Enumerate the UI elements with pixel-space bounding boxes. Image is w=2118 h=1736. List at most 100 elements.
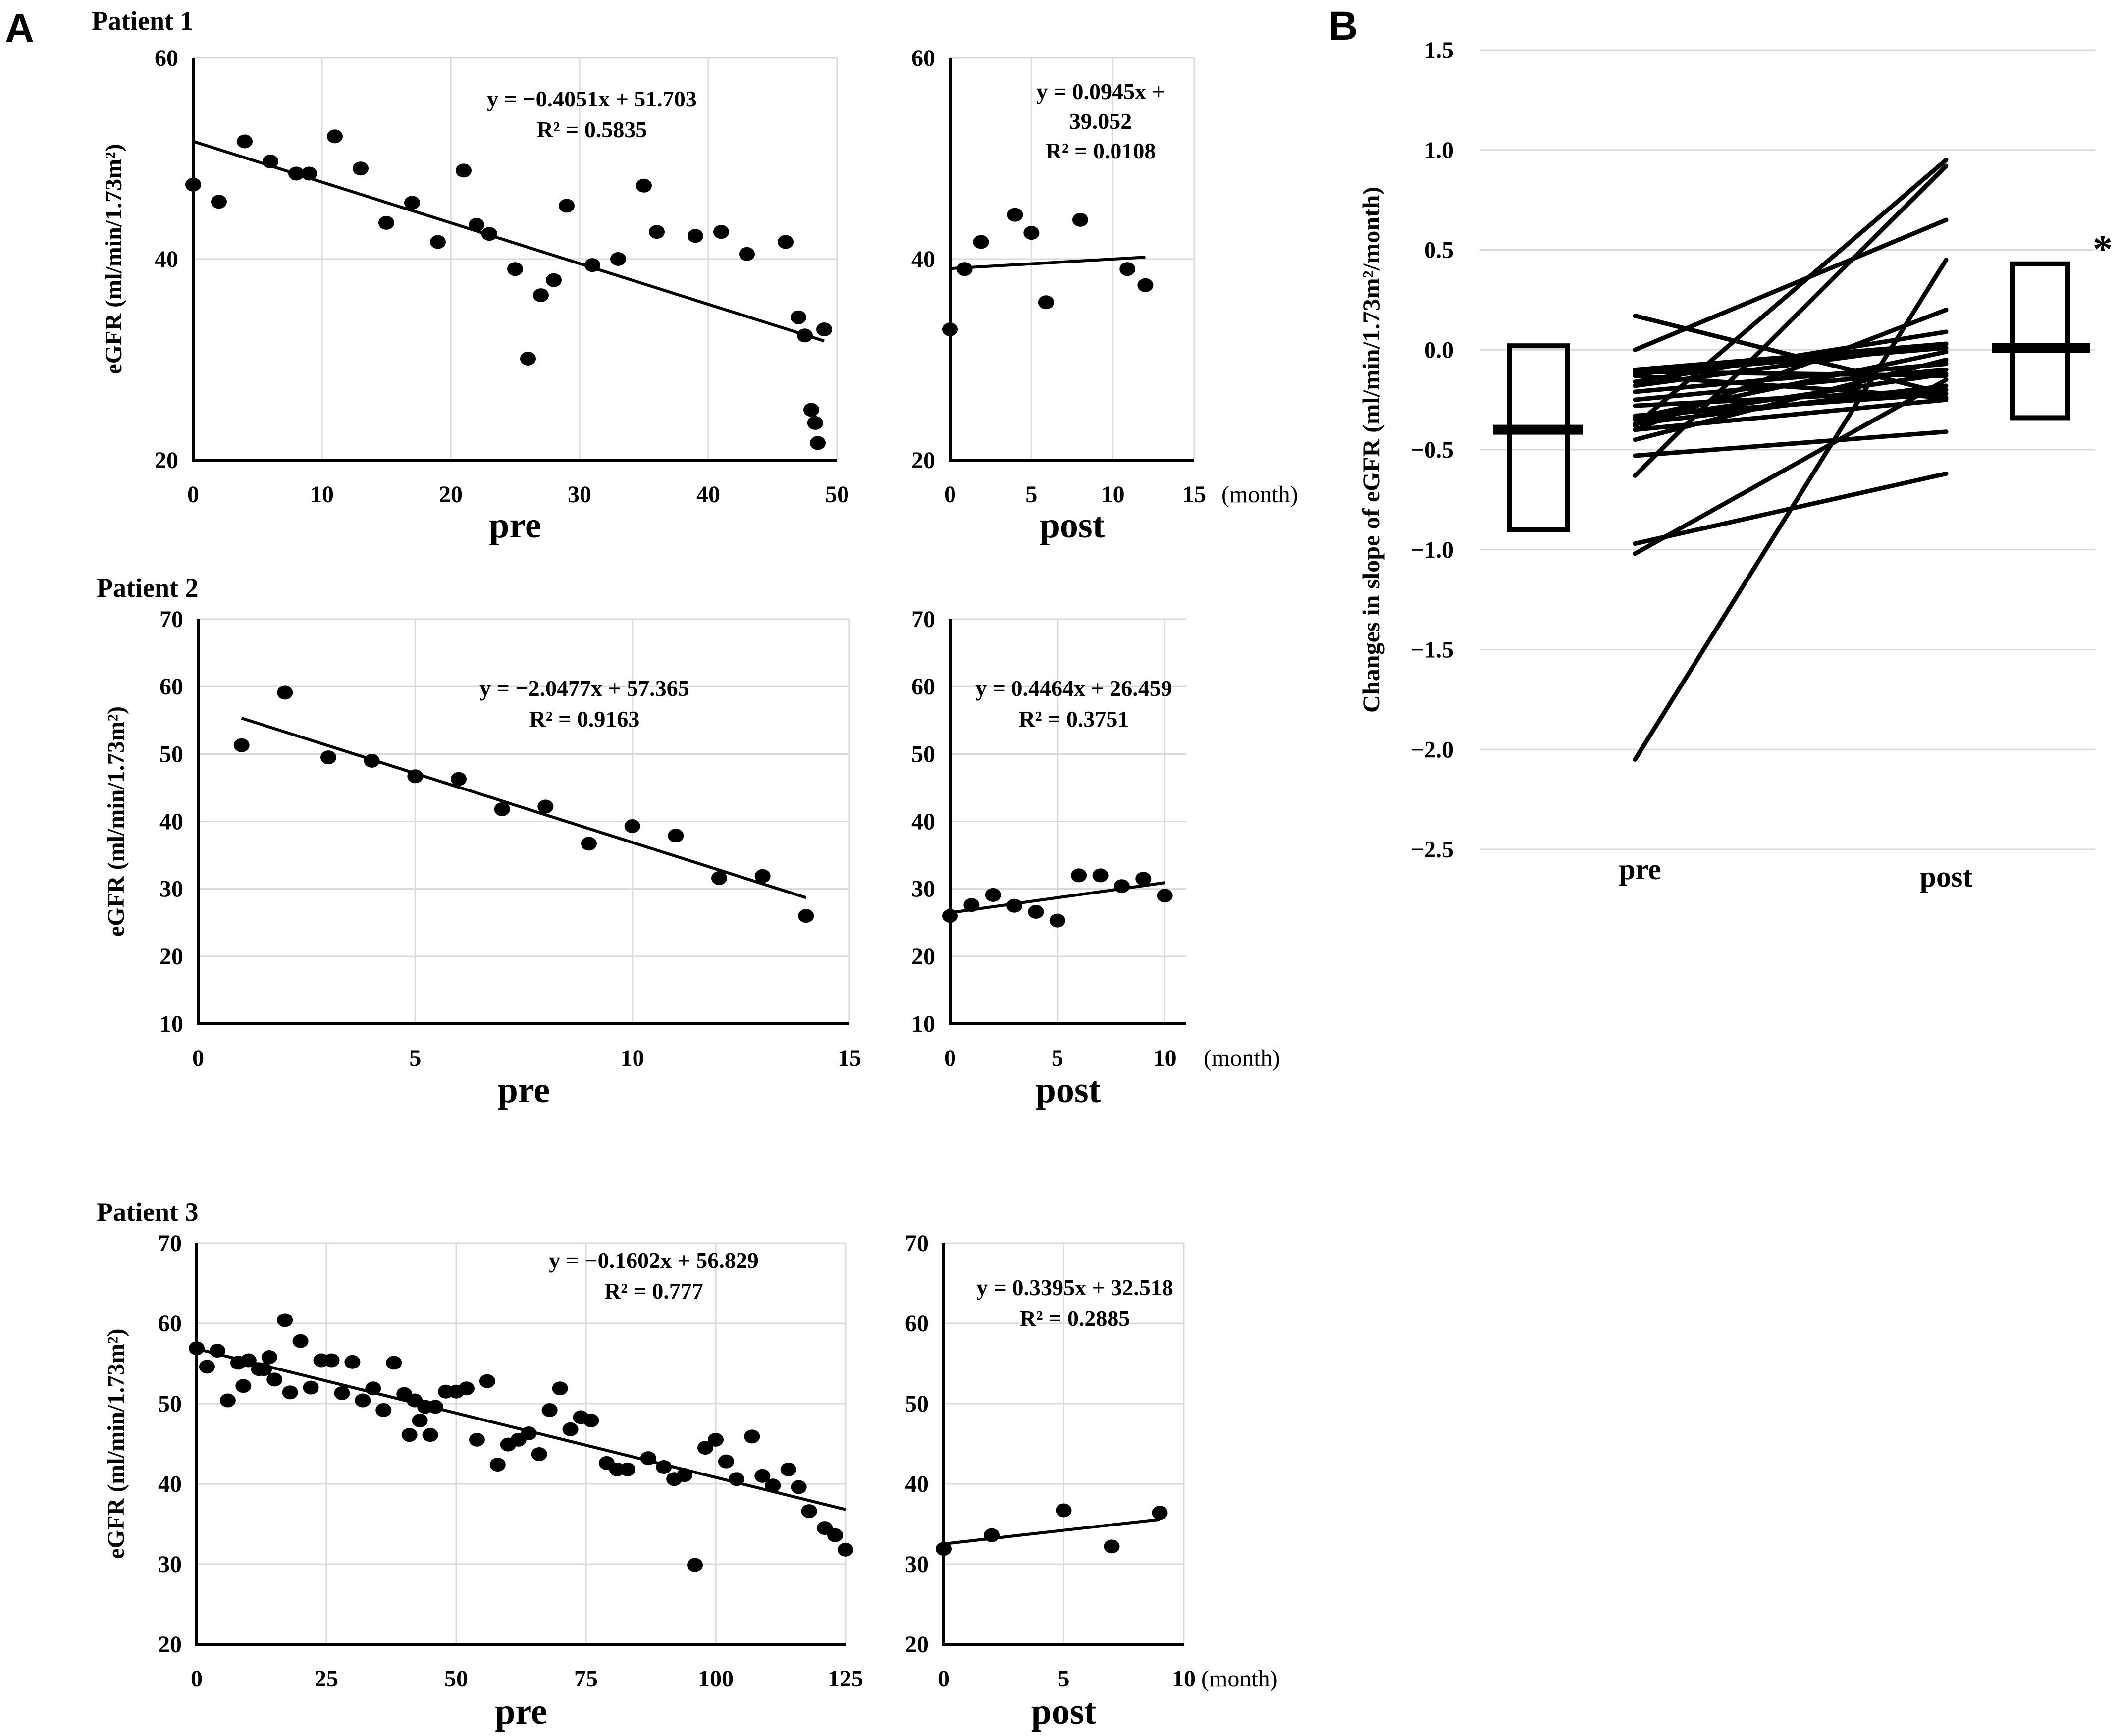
y-tick-label: 0.0 <box>1424 337 1454 363</box>
data-point <box>541 1403 558 1417</box>
data-point <box>744 1429 760 1444</box>
r-squared-label: R² = 0.9163 <box>530 706 640 732</box>
data-point <box>1072 212 1088 227</box>
data-point <box>780 1462 796 1476</box>
x-tick-label: 10 <box>1153 1045 1177 1071</box>
x-tick-label: 75 <box>574 1666 598 1692</box>
data-point <box>1028 904 1044 919</box>
trend-line <box>950 256 1146 270</box>
patient-slope-line <box>1633 429 1949 458</box>
y-tick-label: 60 <box>911 674 935 700</box>
data-point <box>1056 1503 1072 1518</box>
y-tick-label: 50 <box>911 741 935 767</box>
y-tick-label: −1.0 <box>1411 537 1454 563</box>
y-tick-label: 60 <box>911 45 935 71</box>
trend-line <box>196 1347 846 1511</box>
data-point <box>469 1432 485 1447</box>
data-point <box>378 215 394 230</box>
data-point <box>292 1334 309 1348</box>
x-tick-label: 15 <box>838 1045 861 1071</box>
data-point <box>1119 262 1136 276</box>
data-point <box>778 235 794 249</box>
data-point <box>430 235 446 249</box>
data-point <box>581 837 597 851</box>
y-axis-label: Changes in slope of eGFR (ml/min/1.73m²/… <box>1357 187 1385 713</box>
x-tick-label: 0 <box>944 1045 956 1071</box>
y-tick-label: 70 <box>159 606 183 632</box>
chart-patient3-post: 20 30 40 50 60 70 0 5 10 y = 0.3395x + 32.518 R² =… <box>905 1230 1278 1732</box>
x-category-label: pre <box>1619 853 1661 886</box>
trend-equation: y = 0.3395x + 32.518 <box>976 1275 1173 1300</box>
data-point <box>401 1428 418 1442</box>
trend-equation: y = −2.0477x + 57.365 <box>479 676 689 701</box>
data-point <box>718 1454 734 1469</box>
r-squared-label: R² = 0.3751 <box>1019 706 1129 732</box>
axis-lines <box>192 58 837 462</box>
x-tick-label: 10 <box>1101 481 1125 508</box>
data-point <box>636 178 652 193</box>
data-point <box>942 322 958 337</box>
x-unit-label: (month) <box>1221 481 1298 508</box>
y-tick-label: 40 <box>905 1471 929 1497</box>
y-tick-label: 60 <box>159 674 183 700</box>
trend-line <box>193 140 825 343</box>
axis-lines <box>195 1243 846 1646</box>
data-point <box>353 161 369 176</box>
data-point <box>713 225 729 239</box>
axis-lines <box>949 58 1194 462</box>
data-point <box>303 1380 319 1395</box>
data-point <box>668 829 684 843</box>
y-tick-label: 70 <box>911 606 935 632</box>
data-point <box>185 177 201 192</box>
data-point <box>649 225 665 239</box>
data-point <box>1157 889 1173 903</box>
patient-slope-line <box>1633 471 1949 546</box>
patient-slope-line <box>1633 308 1949 432</box>
x-tick-label: 0 <box>187 481 199 508</box>
data-point <box>404 196 420 210</box>
y-tick-label: 60 <box>155 45 178 71</box>
data-point <box>458 1381 475 1396</box>
data-point <box>973 235 989 249</box>
data-point <box>1071 868 1087 883</box>
y-axis-label: eGFR (ml/min/1.73m²) <box>101 144 127 374</box>
y-axis-label: eGFR (ml/min/1.73m²) <box>103 1329 129 1559</box>
x-tick-label: 100 <box>698 1666 734 1692</box>
data-point <box>282 1385 298 1400</box>
data-point <box>552 1381 568 1396</box>
patient-slope-line <box>1633 314 1949 396</box>
chart-patient1-post: 20 40 60 0 5 10 15 y = 0.0945x + 39.052 R² = 0.01… <box>911 45 1298 546</box>
x-tick-label: 30 <box>568 481 591 508</box>
y-tick-label: 10 <box>159 1011 183 1037</box>
x-tick-label: 25 <box>315 1666 338 1692</box>
data-point <box>807 416 823 430</box>
y-tick-label: 70 <box>158 1230 182 1257</box>
y-tick-label: 20 <box>158 1631 182 1658</box>
x-tick-label: 10 <box>310 481 334 508</box>
trend-line <box>241 717 807 899</box>
data-point <box>739 247 755 261</box>
y-tick-label: −1.5 <box>1411 637 1454 663</box>
data-point <box>1135 872 1152 886</box>
data-point <box>754 869 771 883</box>
trend-line <box>943 1518 1160 1546</box>
data-point <box>791 310 806 324</box>
data-point <box>1092 868 1109 883</box>
data-point <box>507 262 523 276</box>
data-point <box>1049 913 1065 928</box>
x-tick-label: 15 <box>1182 481 1206 508</box>
y-tick-label: 30 <box>905 1551 929 1578</box>
x-axis-label: post <box>1031 1691 1097 1732</box>
x-tick-label: 40 <box>696 481 720 508</box>
data-point <box>533 288 549 303</box>
data-point <box>798 909 814 923</box>
trend-equation: y = 0.0945x + <box>1036 79 1165 104</box>
x-axis-label: post <box>1036 1070 1101 1110</box>
data-point <box>1007 208 1023 222</box>
data-point <box>199 1360 215 1374</box>
y-tick-label: −2.5 <box>1411 837 1454 863</box>
patient-slope-line <box>1633 369 1949 378</box>
data-point <box>936 1542 952 1556</box>
data-point <box>451 772 467 786</box>
